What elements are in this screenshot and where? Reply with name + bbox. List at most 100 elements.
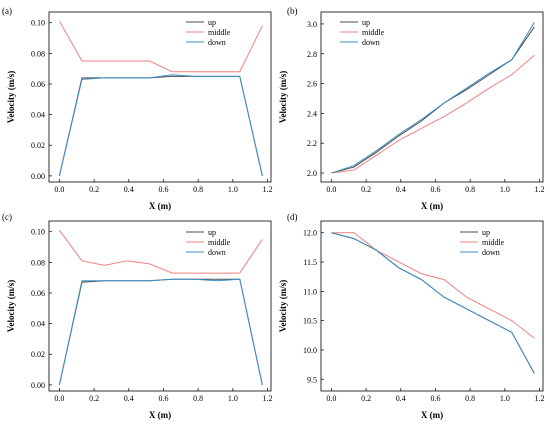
y-tick-label: 2.8 (307, 50, 317, 59)
legend-label-down: down (208, 38, 226, 47)
series-line-up (58, 278, 263, 385)
y-tick-label: 10.5 (303, 317, 317, 326)
series-line-down (331, 22, 535, 174)
legend-label-up: up (482, 228, 490, 237)
y-tick-label: 12.0 (303, 229, 317, 238)
x-tick-label: 0.2 (89, 394, 99, 403)
x-tick-label: 1.2 (263, 185, 273, 194)
panel-label: (d) (287, 212, 298, 222)
x-axis-label: X (m) (149, 410, 171, 420)
plot-frame (320, 220, 544, 392)
x-tick-label: 1.2 (535, 185, 545, 194)
y-tick-label: 11.0 (303, 287, 317, 296)
y-tick-label: 0.00 (31, 381, 45, 390)
y-tick-label: 11.5 (303, 258, 317, 267)
y-axis-label: Velocity (m/s) (278, 71, 288, 123)
x-tick-label: 0.2 (361, 394, 371, 403)
y-axis-label: Velocity (m/s) (6, 280, 16, 332)
x-tick-label: 1.0 (228, 185, 238, 194)
y-tick-label: 0.08 (31, 49, 45, 58)
legend-label-down: down (362, 38, 380, 47)
x-tick-label: 0.2 (361, 185, 371, 194)
x-tick-label: 0.0 (326, 394, 336, 403)
legend-label-middle: middle (208, 238, 231, 247)
y-tick-label: 0.06 (31, 80, 45, 89)
panel-label: (b) (287, 6, 298, 16)
plot-frame (48, 220, 272, 392)
chart-panel-4: (d) 0.0 0.2 0.4 0.6 0.8 1.0 1.2 9.5 10.0 10.5 11.0 1… (278, 212, 545, 420)
x-tick-label: 0.4 (396, 394, 406, 403)
y-tick-label: 0.06 (31, 289, 45, 298)
legend-label-middle: middle (208, 28, 231, 37)
y-tick-label: 10.0 (303, 346, 317, 355)
panel-label: (a) (2, 6, 12, 16)
panel-label: (c) (2, 212, 12, 222)
y-tick-label: 0.04 (31, 320, 45, 329)
legend-label-down: down (208, 248, 226, 257)
x-tick-label: 0.0 (54, 185, 64, 194)
series-line-middle (59, 229, 263, 274)
y-tick-label: 0.08 (31, 258, 45, 267)
y-tick-label: 0.02 (31, 350, 45, 359)
x-tick-label: 1.2 (535, 394, 545, 403)
x-axis-label: X (m) (421, 410, 443, 420)
x-axis-label: X (m) (421, 201, 443, 211)
legend-label-middle: middle (362, 28, 385, 37)
y-axis-label: Velocity (m/s) (278, 280, 288, 332)
y-tick-label: 0.10 (31, 19, 45, 28)
x-tick-label: 0.4 (396, 185, 406, 194)
x-tick-label: 0.8 (193, 394, 203, 403)
series-line-middle (331, 232, 535, 339)
y-tick-label: 3.0 (307, 20, 317, 29)
x-tick-label: 0.0 (54, 394, 64, 403)
series-line-middle (58, 20, 263, 73)
plot-frame (48, 11, 272, 183)
legend-label-middle: middle (482, 238, 505, 247)
y-tick-label: 2.0 (307, 169, 317, 178)
y-axis-label: Velocity (m/s) (6, 71, 16, 123)
series-line-up (58, 75, 263, 176)
series-line-down (58, 278, 263, 385)
x-tick-label: 1.0 (228, 394, 238, 403)
legend-label-down: down (482, 248, 500, 257)
y-tick-label: 2.6 (307, 80, 317, 89)
legend-label-up: up (208, 228, 216, 237)
x-tick-label: 0.8 (465, 185, 475, 194)
chart-panel-1: (a) 0.0 0.2 0.4 0.6 0.8 1.0 1.2 0.00 0.02 0.04 0.06… (2, 6, 273, 211)
series-line-down (331, 232, 535, 374)
chart-panel-3: (c) 0.0 0.2 0.4 0.6 0.8 1.0 1.2 0.00 0.02 0.04 0.06… (2, 212, 273, 420)
x-tick-label: 1.2 (263, 394, 273, 403)
x-axis-label: X (m) (149, 201, 171, 211)
x-tick-label: 0.4 (124, 394, 134, 403)
x-tick-label: 0.0 (326, 185, 336, 194)
x-tick-label: 0.8 (465, 394, 475, 403)
series-line-middle (331, 54, 535, 174)
x-tick-label: 0.6 (430, 394, 440, 403)
x-tick-label: 1.0 (500, 185, 510, 194)
y-tick-label: 0.04 (31, 111, 45, 120)
x-tick-label: 0.4 (124, 185, 134, 194)
x-tick-label: 1.0 (500, 394, 510, 403)
legend-label-up: up (208, 18, 216, 27)
y-tick-label: 0.00 (31, 172, 45, 181)
series-line-up (331, 26, 535, 174)
y-tick-label: 2.2 (307, 139, 317, 148)
y-tick-label: 2.4 (307, 109, 317, 118)
chart-panel-2: (b) 0.0 0.2 0.4 0.6 0.8 1.0 1.2 2.0 2.2 2.4 2.6 2.8 3… (278, 6, 545, 211)
y-tick-label: 0.02 (31, 141, 45, 150)
x-tick-label: 0.6 (158, 394, 168, 403)
legend-label-up: up (362, 18, 370, 27)
y-tick-label: 9.5 (307, 375, 317, 384)
x-tick-label: 0.6 (430, 185, 440, 194)
x-tick-label: 0.6 (158, 185, 168, 194)
x-tick-label: 0.8 (193, 185, 203, 194)
series-line-up (331, 232, 535, 374)
plot-frame (320, 11, 544, 183)
y-tick-label: 0.10 (31, 228, 45, 237)
x-tick-label: 0.2 (89, 185, 99, 194)
